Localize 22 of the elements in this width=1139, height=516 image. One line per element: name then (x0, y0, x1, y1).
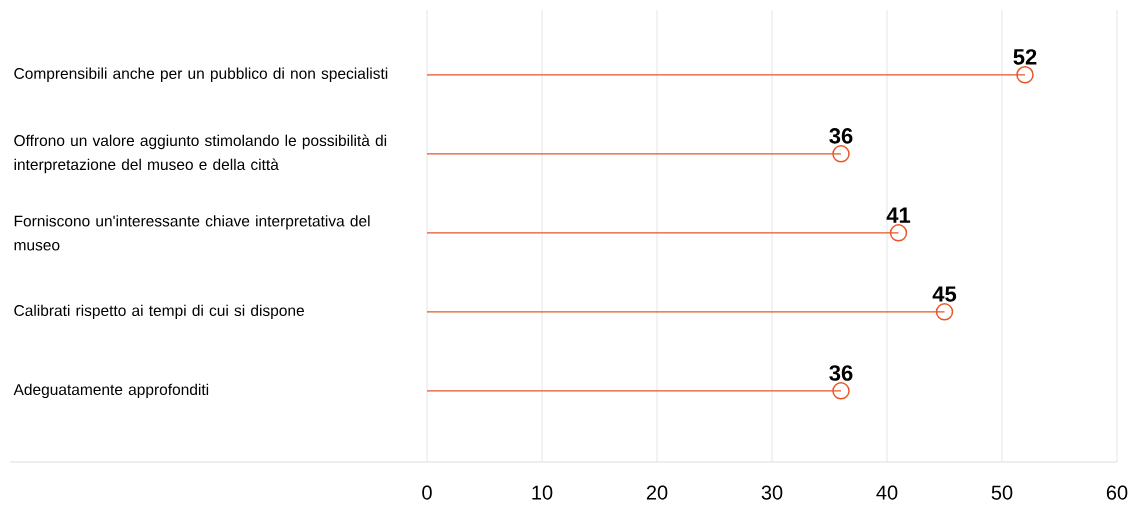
point (889, 224, 908, 242)
x-tick-label: 0 (422, 485, 432, 500)
data-label: 36 (829, 365, 853, 381)
x-tick-label: 60 (1106, 485, 1128, 500)
data-label: 36 (829, 128, 853, 144)
y-tick-label: Calibrati rispetto ai tempi di cui si dispone (14, 304, 304, 320)
data-label: 52 (1013, 49, 1037, 65)
point (832, 145, 850, 163)
x-tick-label: 40 (876, 485, 898, 500)
data-label: 45 (932, 286, 957, 302)
point (935, 303, 954, 321)
y-tick-label: Comprensibili anche per un pubblico di non specialisti (14, 67, 388, 83)
data-label: 41 (886, 207, 911, 223)
x-tick-label: 10 (532, 485, 553, 500)
x-tick-label: 20 (646, 485, 668, 500)
y-tick-label: Offrono un valore aggiunto stimolando le possibilità di interpretazione del museo e della città (14, 134, 387, 174)
point (1016, 66, 1034, 84)
x-tick-label: 30 (761, 485, 783, 500)
y-tick-label: Forniscono un'interessante chiave interpretativa del museo (14, 215, 370, 251)
y-tick-label: Adeguatamente approfonditi (13, 383, 209, 399)
point (832, 382, 850, 400)
x-tick-label: 50 (991, 485, 1013, 500)
